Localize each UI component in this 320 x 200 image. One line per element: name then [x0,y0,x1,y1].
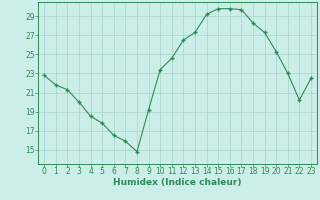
X-axis label: Humidex (Indice chaleur): Humidex (Indice chaleur) [113,178,242,187]
